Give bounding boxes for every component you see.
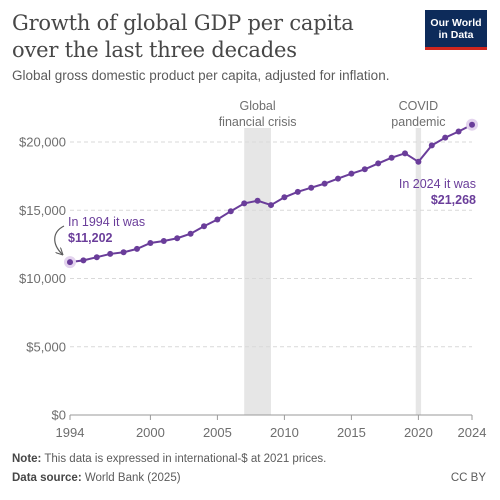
data-point-2017 (375, 160, 382, 167)
annotation-start-line-1: In 1994 it was (68, 215, 145, 229)
license-label[interactable]: CC BY (450, 472, 486, 484)
data-point-1999 (134, 245, 140, 252)
data-point-1995 (80, 257, 87, 264)
data-point-2012 (308, 184, 315, 191)
footer-note: Note: This data is expressed in internat… (12, 453, 326, 465)
annotation-end-line-2: $21,268 (431, 193, 476, 207)
data-point-2024 (469, 121, 475, 128)
y-tick-label-4: $20,000 (19, 135, 66, 150)
data-point-2023 (455, 128, 462, 135)
data-point-2014 (335, 175, 341, 182)
data-point-2010 (281, 194, 288, 201)
shaded-period-label-0-line-1: Global (240, 99, 276, 113)
x-tick-label-4: 2015 (337, 425, 366, 440)
chart-title: Growth of global GDP per capita over the… (12, 10, 412, 64)
data-point-2021 (428, 142, 435, 149)
x-tick-label-3: 2010 (270, 425, 299, 440)
annotation-end-line-1: In 2024 it was (399, 177, 476, 191)
shaded-period-label-0-line-2: financial crisis (219, 115, 297, 129)
data-point-2005 (214, 216, 221, 223)
shaded-period-0 (244, 128, 271, 415)
data-point-2020 (415, 158, 422, 165)
data-point-1998 (120, 249, 127, 256)
annotations: In 1994 it was $11,202 In 2024 it was $21,2… (54, 177, 476, 254)
source-text[interactable]: World Bank (2025) (84, 472, 181, 484)
data-point-2006 (227, 208, 234, 215)
logo-line-1: Our World (430, 17, 482, 29)
data-point-2001 (160, 237, 167, 244)
data-point-2011 (294, 188, 301, 195)
y-tick-label-2: $10,000 (19, 271, 66, 286)
data-point-1994 (67, 259, 73, 266)
shaded-period-1 (415, 128, 422, 415)
source-label: Data source: (12, 472, 82, 484)
data-series (64, 118, 478, 269)
data-point-2018 (388, 154, 395, 161)
our-world-in-data-logo[interactable]: Our World in Data (425, 10, 487, 50)
data-point-2015 (348, 170, 355, 177)
data-point-1996 (93, 254, 100, 261)
data-point-2002 (174, 235, 181, 242)
data-point-2003 (187, 230, 194, 237)
note-text: This data is expressed in international-… (44, 453, 327, 465)
annotation-start-line-2: $11,202 (68, 231, 113, 245)
data-point-2008 (254, 197, 261, 204)
data-point-2013 (321, 180, 328, 187)
annotation-start-arrow (54, 225, 65, 254)
shaded-periods: Global financial crisis COVID pandemic (219, 99, 446, 415)
data-point-2016 (361, 166, 368, 173)
y-tick-label-0: $0 (52, 408, 66, 423)
y-tick-label-1: $5,000 (26, 339, 66, 354)
data-point-2000 (147, 240, 154, 247)
x-tick-label-6: 2024 (458, 425, 487, 440)
shaded-period-label-1-line-2: pandemic (391, 115, 445, 129)
axes: $0 $5,000 $10,000 $15,000 $20,000 1994 2000 200… (19, 135, 486, 441)
gridlines (70, 141, 472, 416)
x-tick-label-5: 2020 (404, 425, 433, 440)
x-tick-label-2: 2005 (203, 425, 232, 440)
chart-subtitle: Global gross domestic product per capita… (12, 68, 390, 83)
footer-source: Data source: World Bank (2025) (12, 472, 181, 484)
data-point-1997 (107, 250, 114, 257)
x-tick-label-0: 1994 (56, 425, 85, 440)
data-point-2009 (268, 202, 274, 209)
data-point-2004 (201, 223, 207, 230)
data-point-2007 (241, 200, 248, 207)
logo-line-2: in Data (438, 29, 474, 41)
shaded-period-label-1-line-1: COVID (399, 99, 439, 113)
x-tick-label-1: 2000 (136, 425, 165, 440)
data-point-2022 (442, 134, 449, 141)
chart-title-line-2: over the last three decades (12, 38, 297, 62)
note-label: Note: (12, 453, 42, 465)
chart-title-line-1: Growth of global GDP per capita (12, 11, 354, 35)
data-point-2019 (402, 150, 408, 157)
y-tick-label-3: $15,000 (19, 203, 66, 218)
